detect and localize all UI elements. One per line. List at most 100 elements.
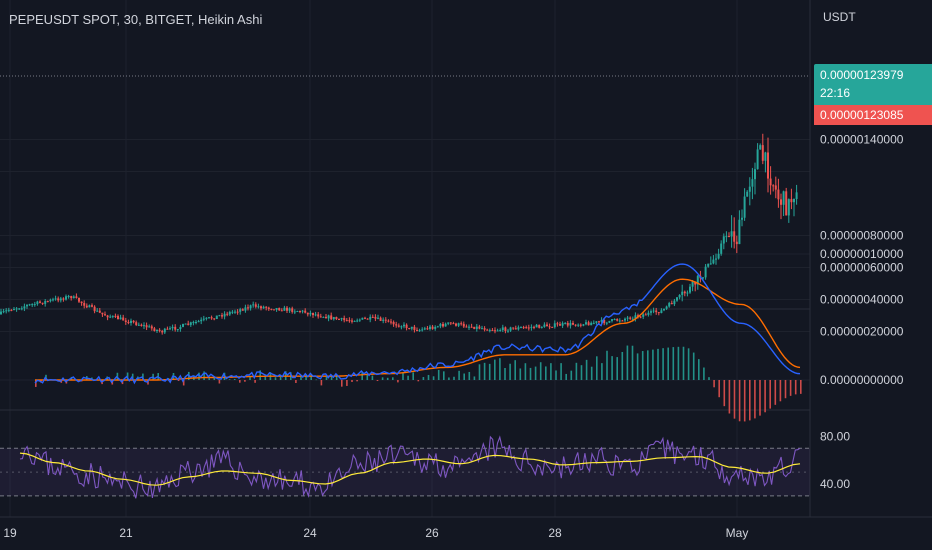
candle-body — [780, 199, 782, 205]
candle-body — [5, 310, 8, 312]
candle-body — [140, 324, 143, 326]
candle-body — [244, 307, 247, 311]
candle-body — [187, 323, 190, 325]
panel-separators — [0, 0, 932, 518]
macd-histogram-bar — [131, 373, 134, 380]
macd-histogram-bar — [402, 372, 404, 380]
candle-body — [353, 320, 356, 322]
candle-body — [577, 324, 580, 326]
price-tick-label: 0.00000020000 — [820, 325, 904, 339]
macd-histogram-bar — [585, 359, 588, 380]
macd-histogram-bar — [422, 377, 425, 380]
candle-body — [491, 330, 494, 332]
macd-histogram-bar — [529, 367, 532, 380]
candle-body — [65, 296, 67, 300]
candle-body — [75, 296, 78, 298]
macd-histogram-bar — [590, 366, 593, 380]
macd-histogram-bar — [738, 380, 741, 422]
macd-histogram-bar — [233, 378, 236, 380]
time-axis[interactable]: 19 21 24 26 28 May — [3, 526, 748, 540]
candle-body — [41, 302, 44, 304]
candle-body — [0, 311, 2, 315]
candle-body — [421, 329, 424, 331]
candle-body — [751, 179, 754, 187]
macd-histogram-bar — [611, 356, 613, 380]
candle-body — [756, 149, 759, 170]
candle-body — [397, 325, 400, 327]
price-tick-label: 0.00000140000 — [820, 133, 904, 147]
candle-body — [301, 310, 304, 312]
candle-body — [715, 258, 717, 260]
candle-body — [247, 307, 249, 309]
candle-body — [486, 329, 489, 331]
candle-body — [117, 315, 119, 320]
candle-body — [535, 324, 538, 328]
candle-body — [218, 315, 221, 317]
time-tick-label: 28 — [548, 526, 562, 540]
macd-histogram-bar — [412, 372, 414, 380]
rsi-axis[interactable]: 80.00 40.00 — [820, 429, 850, 491]
macd-histogram-bar — [560, 363, 562, 380]
macd-histogram-bar — [565, 373, 567, 380]
candle-body — [624, 318, 626, 321]
candle-body — [475, 326, 478, 329]
candle-body — [54, 298, 57, 300]
macd-histogram-bar — [550, 363, 552, 380]
candle-body — [540, 326, 543, 328]
candle-body — [377, 317, 379, 319]
candle-body — [148, 326, 151, 328]
candle-body — [465, 326, 468, 328]
grid-lines — [0, 0, 810, 517]
macd-histogram-bar — [657, 348, 659, 380]
candle-body — [478, 326, 481, 329]
macd-histogram-bar — [116, 372, 119, 380]
candle-body — [392, 321, 395, 325]
macd-histogram-bar — [341, 380, 343, 387]
candle-body — [413, 326, 416, 330]
candle-body — [657, 312, 660, 314]
candle-body — [182, 324, 184, 327]
candlestick-series — [0, 133, 798, 335]
candle-body — [228, 311, 231, 315]
candle-body — [488, 330, 491, 332]
candle-body — [782, 191, 785, 205]
candle-body — [681, 291, 684, 295]
price-tick-label: 0.00000060000 — [820, 261, 904, 275]
candle-body — [15, 308, 18, 310]
candle-body — [348, 320, 351, 322]
price-axis[interactable]: 0.000001400000.000000800000.000000600000… — [820, 133, 904, 339]
open-price-value: 0.00000123085 — [820, 108, 904, 122]
macd-histogram-bar — [575, 362, 578, 380]
rsi-tick-label: 80.00 — [820, 429, 850, 443]
macd-histogram-bar — [208, 378, 210, 380]
candle-body — [494, 330, 496, 332]
candle-body — [91, 305, 93, 307]
candle-body — [481, 328, 483, 330]
candle-body — [460, 323, 463, 325]
macd-histogram-bar — [437, 369, 440, 380]
macd-histogram-bar — [376, 380, 379, 382]
candle-body — [408, 328, 411, 330]
candle-body — [499, 330, 502, 332]
candle-body — [85, 305, 88, 308]
candle-body — [556, 323, 559, 325]
candle-body — [327, 315, 330, 319]
candle-body — [241, 309, 244, 311]
candle-body — [96, 310, 99, 312]
candle-body — [439, 323, 442, 327]
candle-body — [286, 307, 288, 311]
candle-body — [254, 304, 257, 307]
macd-histogram-bar — [764, 380, 766, 413]
candle-body — [288, 308, 291, 311]
candle-body — [317, 314, 320, 317]
candle-body — [725, 236, 728, 238]
candle-body — [452, 323, 455, 325]
macd-axis[interactable]: 0.00000010000 0.00000000000 — [820, 247, 904, 387]
candle-body — [530, 326, 533, 328]
candle-body — [683, 291, 686, 294]
candle-body — [668, 303, 671, 307]
macd-histogram-bar — [733, 380, 736, 419]
candle-body — [57, 298, 60, 301]
candle-body — [231, 311, 234, 313]
